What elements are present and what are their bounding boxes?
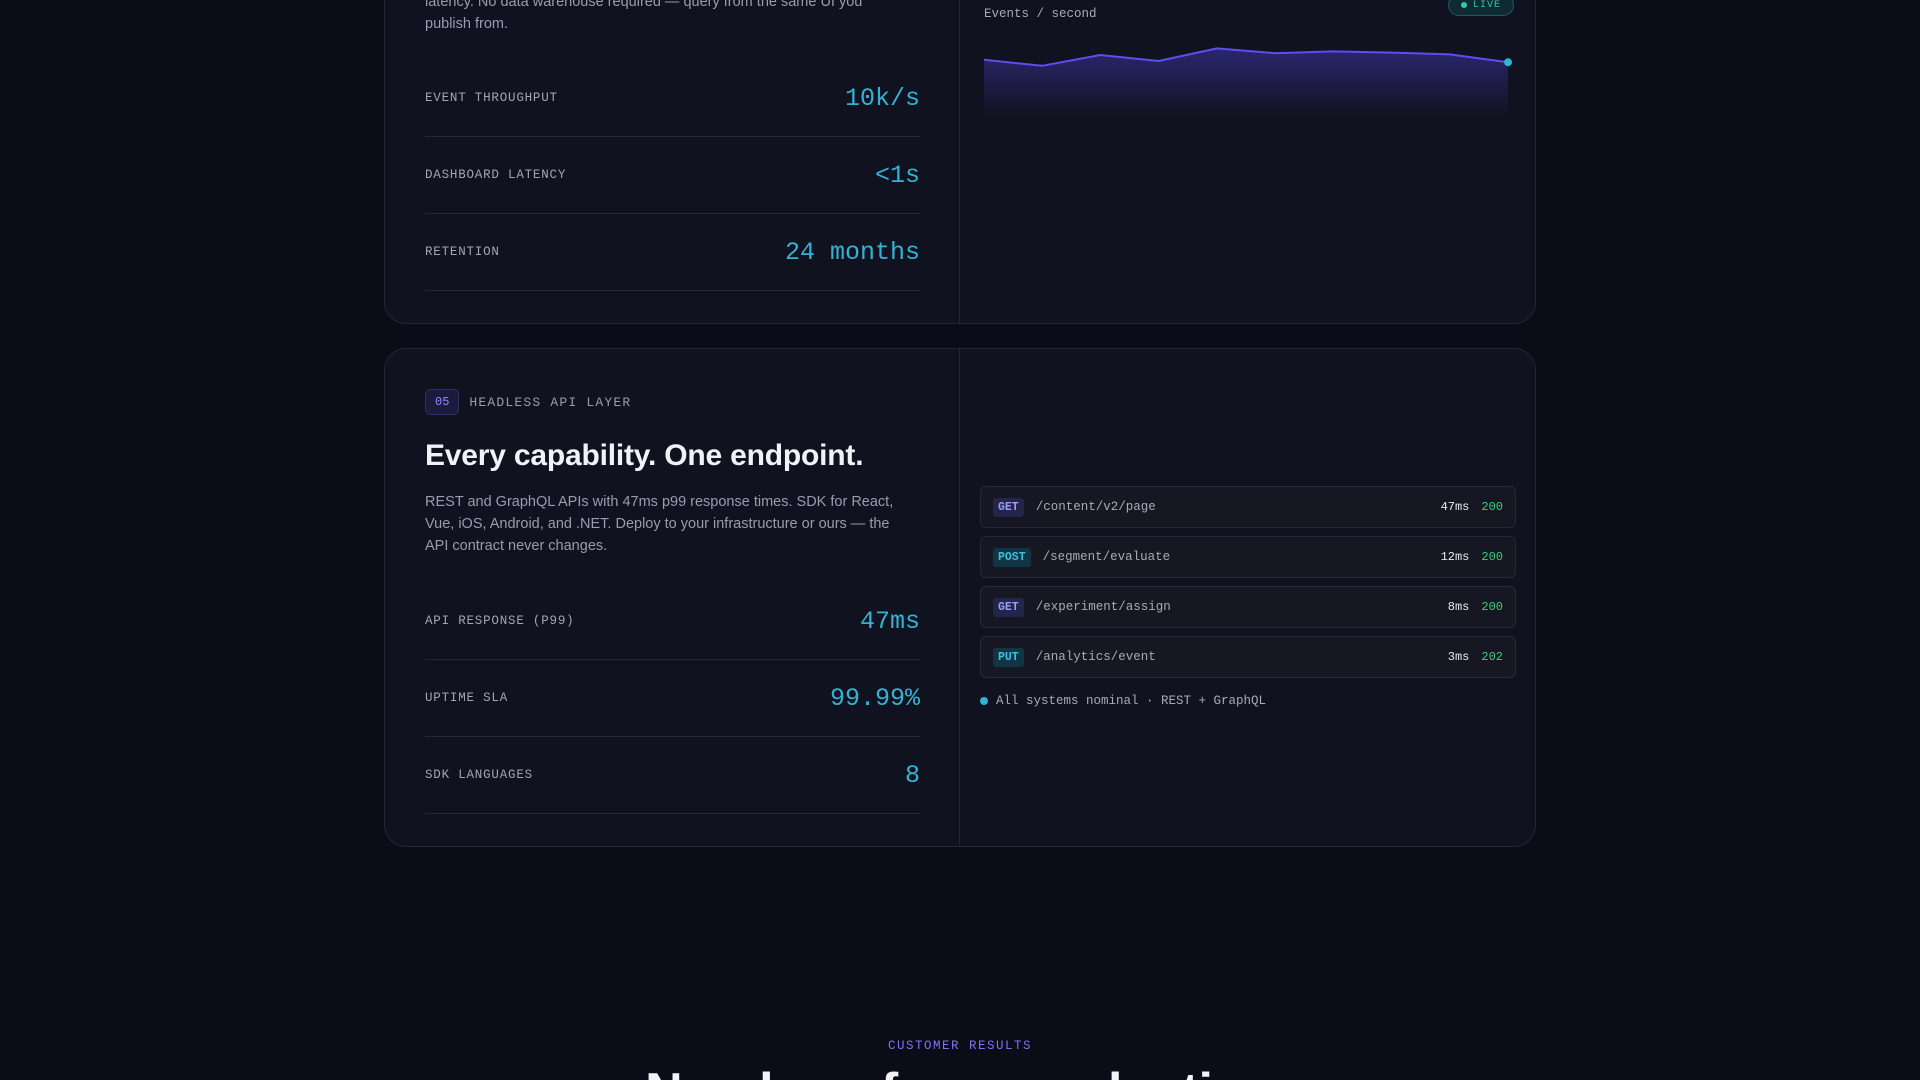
stat-value: <1s xyxy=(874,160,920,190)
status-code: 200 xyxy=(1481,500,1503,514)
live-badge: LIVE xyxy=(1448,0,1515,16)
analytics-description: latency. No data warehouse required — qu… xyxy=(425,0,863,32)
request-latency: 8ms xyxy=(1447,600,1470,614)
chart-area xyxy=(984,48,1508,117)
request-row[interactable]: GET /content/v2/page 47ms 200 xyxy=(980,486,1516,528)
system-status: All systems nominal · REST + GraphQL xyxy=(980,694,1266,708)
live-label: LIVE xyxy=(1473,0,1502,11)
stat-value: 10k/s xyxy=(844,83,920,113)
analytics-card: latency. No data warehouse required — qu… xyxy=(384,0,1536,324)
request-latency: 47ms xyxy=(1440,500,1470,514)
api-title: Every capability. One endpoint. xyxy=(425,439,864,472)
stat-row: UPTIME SLA 99.99% xyxy=(425,660,920,737)
stat-row: RETENTION 24 months xyxy=(425,214,920,291)
stat-value: 8 xyxy=(904,760,920,790)
events-chart xyxy=(984,47,1512,117)
stat-label: SDK LANGUAGES xyxy=(425,768,533,782)
stat-label: UPTIME SLA xyxy=(425,691,509,705)
customer-results-title: Numbers from production xyxy=(0,1062,1920,1080)
section-eyebrow: HEADLESS API LAYER xyxy=(469,394,632,410)
request-latency: 3ms xyxy=(1447,650,1470,664)
status-text: All systems nominal · REST + GraphQL xyxy=(996,694,1267,708)
stat-label: RETENTION xyxy=(425,245,500,259)
analytics-stats: EVENT THROUGHPUT 10k/s DASHBOARD LATENCY… xyxy=(425,60,920,291)
request-row[interactable]: GET /experiment/assign 8ms 200 xyxy=(980,586,1516,628)
live-dot-icon xyxy=(1461,2,1467,8)
request-path: /content/v2/page xyxy=(1035,500,1156,514)
stat-row: SDK LANGUAGES 8 xyxy=(425,737,920,814)
stat-label: EVENT THROUGHPUT xyxy=(425,91,558,105)
request-row[interactable]: POST /segment/evaluate 12ms 200 xyxy=(980,536,1516,578)
stat-label: DASHBOARD LATENCY xyxy=(425,168,567,182)
status-dot-icon xyxy=(980,697,988,705)
api-description: REST and GraphQL APIs with 47ms p99 resp… xyxy=(425,494,894,554)
chart-line xyxy=(984,47,1509,67)
method-badge: POST xyxy=(993,547,1031,567)
api-request-log: GET /content/v2/page 47ms 200 POST /segm… xyxy=(960,349,1535,846)
request-row[interactable]: PUT /analytics/event 3ms 202 xyxy=(980,636,1516,678)
stat-label: API RESPONSE (P99) xyxy=(425,614,575,628)
method-badge: PUT xyxy=(993,647,1024,667)
stat-value: 99.99% xyxy=(829,683,920,713)
status-code: 200 xyxy=(1481,550,1503,564)
status-code: 200 xyxy=(1481,600,1503,614)
request-path: /segment/evaluate xyxy=(1042,550,1171,564)
chart-caption: Events / second xyxy=(984,7,1097,21)
method-badge: GET xyxy=(993,497,1024,517)
method-badge: GET xyxy=(993,597,1024,617)
api-card: 05 HEADLESS API LAYER Every capability. … xyxy=(384,348,1536,847)
request-latency: 12ms xyxy=(1440,550,1470,564)
stat-row: DASHBOARD LATENCY <1s xyxy=(425,137,920,214)
analytics-card-info: latency. No data warehouse required — qu… xyxy=(385,0,960,323)
stat-value: 47ms xyxy=(859,606,920,636)
api-card-info: 05 HEADLESS API LAYER Every capability. … xyxy=(385,349,960,846)
stat-row: API RESPONSE (P99) 47ms xyxy=(425,583,920,660)
request-path: /analytics/event xyxy=(1035,650,1156,664)
stat-value: 24 months xyxy=(784,237,920,267)
status-code: 202 xyxy=(1481,650,1503,664)
request-path: /experiment/assign xyxy=(1035,600,1171,614)
stat-row: EVENT THROUGHPUT 10k/s xyxy=(425,60,920,137)
chart-live-point xyxy=(1504,58,1512,67)
section-heading-row: 05 HEADLESS API LAYER xyxy=(425,389,631,415)
customer-results-eyebrow: CUSTOMER RESULTS xyxy=(887,1039,1033,1053)
analytics-chart-panel: Events / second LIVE xyxy=(960,0,1535,323)
api-stats: API RESPONSE (P99) 47ms UPTIME SLA 99.99… xyxy=(425,583,920,814)
section-number: 05 xyxy=(425,389,460,415)
